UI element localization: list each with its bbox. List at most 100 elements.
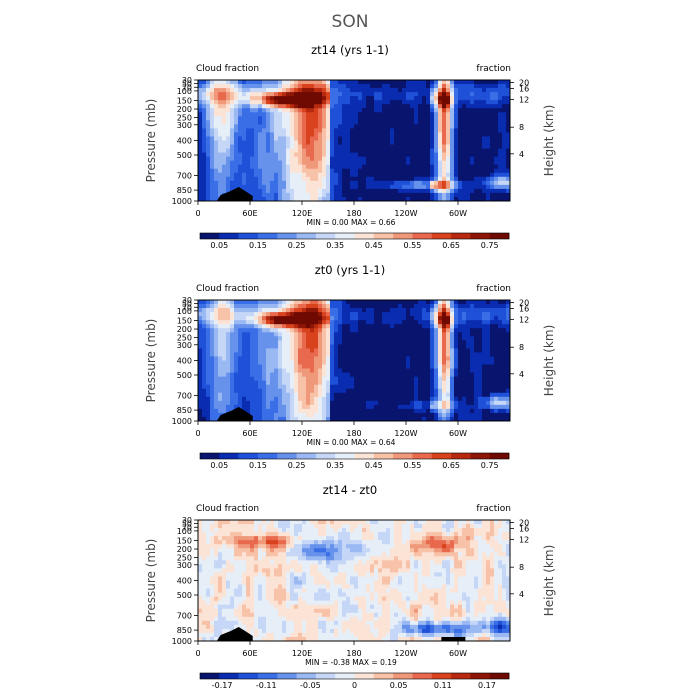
field-cell [386, 520, 391, 525]
field-cell [270, 412, 275, 418]
field-cell [438, 384, 443, 390]
field-cell [398, 352, 403, 357]
field-cell [494, 524, 499, 529]
field-cell [298, 320, 303, 325]
field-cell [390, 108, 395, 113]
field-cell [378, 348, 383, 353]
field-cell [230, 364, 235, 369]
field-cell [434, 108, 439, 113]
field-cell [210, 120, 215, 125]
field-cell [414, 312, 419, 317]
field-cell [210, 180, 215, 186]
field-cell [498, 180, 503, 186]
field-cell [478, 144, 483, 149]
field-cell [362, 168, 367, 174]
field-cell [382, 300, 387, 305]
field-cell [282, 164, 287, 170]
field-cell [230, 180, 235, 186]
field-cell [430, 336, 435, 341]
field-cell [470, 120, 475, 125]
pressure-tick-label: 400 [177, 137, 192, 146]
field-cell [254, 352, 259, 357]
field-cell [470, 300, 475, 305]
field-cell [486, 148, 491, 153]
field-cell [506, 124, 511, 129]
field-cell [438, 84, 443, 89]
field-cell [442, 396, 447, 402]
field-cell [330, 336, 335, 341]
field-cell [374, 404, 379, 410]
field-cell [482, 160, 487, 166]
field-cell [410, 324, 415, 329]
field-cell [358, 368, 363, 373]
field-cell [442, 324, 447, 329]
field-cell [506, 372, 511, 378]
field-cell [374, 180, 379, 186]
field-cell [434, 312, 439, 317]
field-cell [402, 80, 407, 85]
field-cell [478, 332, 483, 337]
field-cell [406, 88, 411, 93]
field-cell [454, 376, 459, 382]
field-cell [302, 140, 307, 145]
field-cell [246, 336, 251, 341]
field-cell [502, 320, 507, 325]
field-cell [210, 188, 215, 194]
field-cell [462, 92, 467, 97]
field-cell [314, 308, 319, 313]
field-cell [506, 408, 511, 414]
field-cell [354, 400, 359, 406]
field-cell [278, 336, 283, 341]
field-cell [286, 316, 291, 321]
field-cell [202, 168, 207, 174]
field-cell [342, 380, 347, 386]
field-cell [386, 376, 391, 382]
field-cell [218, 112, 223, 117]
colorbar-swatch [200, 233, 220, 239]
field-cell [198, 140, 203, 145]
field-cell [426, 392, 431, 398]
field-cell [226, 388, 231, 394]
field-cell [310, 340, 315, 345]
field-cell [350, 180, 355, 186]
field-cell [322, 360, 327, 365]
field-cell [302, 336, 307, 341]
field-cell [382, 360, 387, 365]
field-cell [250, 524, 255, 529]
field-cell [454, 348, 459, 353]
field-cell [418, 384, 423, 390]
field-cell [490, 376, 495, 382]
field-cell [254, 324, 259, 329]
field-cell [222, 84, 227, 89]
field-cell [222, 396, 227, 402]
field-cell [358, 132, 363, 137]
field-cell [386, 120, 391, 125]
field-cell [234, 340, 239, 345]
field-cell [402, 152, 407, 158]
field-cell [486, 360, 491, 365]
field-cell [198, 80, 203, 85]
field-cell [358, 356, 363, 361]
field-cell [278, 192, 283, 198]
field-cell [246, 100, 251, 105]
field-cell [242, 116, 247, 121]
field-cell [310, 352, 315, 357]
field-cell [238, 184, 243, 190]
field-cell [254, 356, 259, 361]
field-cell [306, 392, 311, 398]
field-cell [386, 108, 391, 113]
field-cell [270, 164, 275, 170]
field-cell [490, 384, 495, 390]
field-cell [358, 176, 363, 182]
field-cell [346, 136, 351, 141]
field-cell [302, 412, 307, 418]
field-cell [354, 308, 359, 313]
field-cell [238, 120, 243, 125]
field-cell [370, 340, 375, 345]
field-cell [458, 100, 463, 105]
field-cell [406, 388, 411, 394]
field-cell [354, 80, 359, 85]
field-cell [246, 396, 251, 402]
field-cell [458, 336, 463, 341]
field-cell [302, 104, 307, 109]
